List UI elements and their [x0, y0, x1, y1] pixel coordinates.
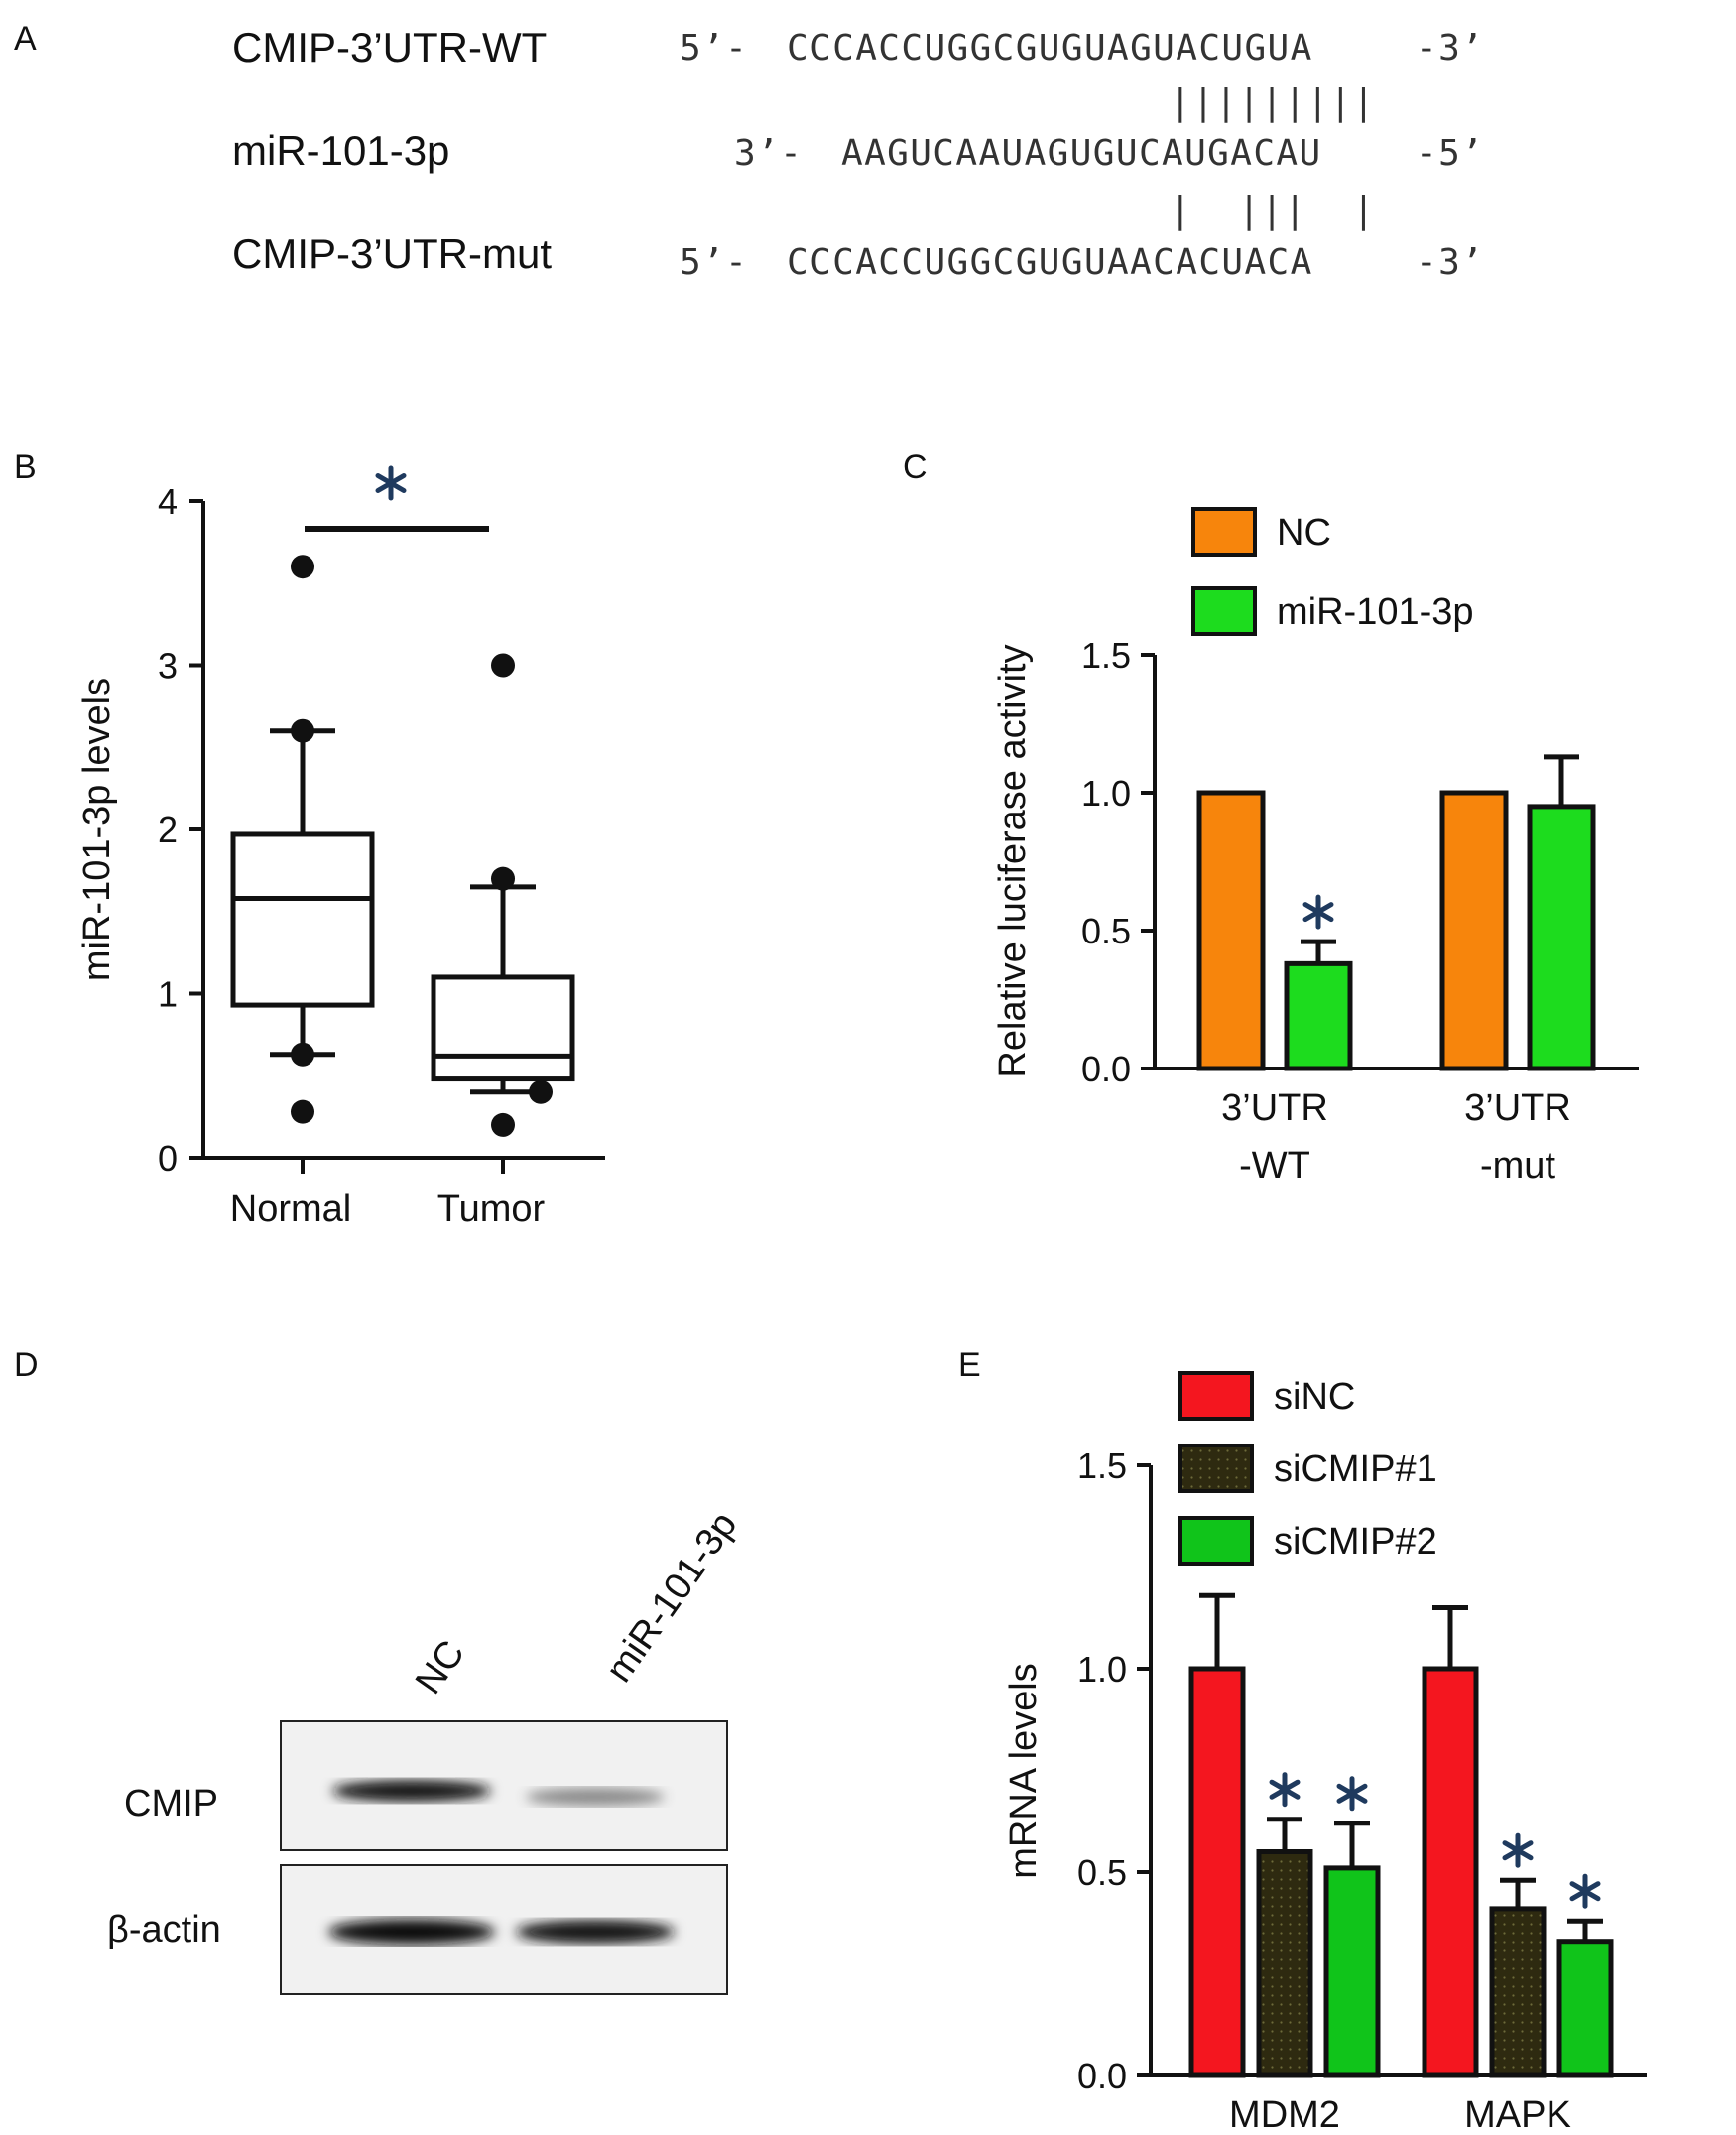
- significance-star-stroke: [1502, 1840, 1534, 1861]
- significance-star-stroke: [375, 473, 407, 493]
- seq-row-sequence-mut: CCCACCUGGCGUGUAACACUACA: [787, 242, 1313, 283]
- seq-row-prefix-mut: 5’-: [680, 242, 748, 283]
- y-tick-label: 1.0: [1077, 1649, 1127, 1690]
- bar-sicmip-2-1: [1556, 1939, 1614, 2078]
- x-tick-label: Normal: [230, 1189, 351, 1230]
- significance-star: [1502, 1832, 1534, 1868]
- legend-swatch: [1191, 586, 1257, 636]
- bar-sinc-1: [1422, 1666, 1479, 2078]
- bar-sicmip-1-1: [1489, 1906, 1547, 2078]
- western-blot: NC miR-101-3p CMIP β-actin: [107, 1504, 745, 1995]
- blot-band-actin-nc: [328, 1919, 495, 1945]
- y-tick-label: 1: [158, 974, 178, 1015]
- legend-swatch: [1191, 507, 1257, 557]
- outlier-point: [491, 653, 515, 678]
- y-tick-label: 3: [158, 646, 178, 687]
- seq-row-suffix-mir: -5’: [1416, 133, 1484, 174]
- outlier-point: [291, 718, 314, 743]
- panel-label-b: B: [14, 448, 37, 486]
- bar-mir-101-3p-1: [1527, 804, 1596, 1071]
- panel-label-d: D: [14, 1346, 39, 1384]
- significance-star: [1269, 1772, 1301, 1808]
- y-tick-label: 0.0: [1081, 1049, 1131, 1089]
- y-tick-label: 0.5: [1081, 911, 1131, 951]
- pairing-marks-top: |||||||||: [1170, 82, 1376, 123]
- legend-label: siNC: [1274, 1376, 1355, 1418]
- y-tick-label: 1.5: [1081, 635, 1131, 676]
- significance-star: [375, 465, 407, 501]
- x-tick-label: MDM2: [1229, 2094, 1340, 2135]
- bar-mir-101-3p-0: [1284, 960, 1353, 1071]
- seq-row-sequence-mir: AAGUCAAUAGUGUCAUGACAU: [841, 133, 1322, 174]
- legend-label: siCMIP#2: [1274, 1521, 1437, 1563]
- seq-row-label-mut: CMIP-3’UTR-mut: [232, 230, 552, 277]
- outlier-point: [291, 555, 314, 579]
- blot-band-cmip-nc: [332, 1780, 491, 1802]
- blot-row-label-cmip: CMIP: [124, 1783, 218, 1824]
- blot-band-actin-mir: [516, 1920, 675, 1944]
- bar-sicmip-1-0: [1256, 1849, 1313, 2078]
- seq-row-label-mir: miR-101-3p: [232, 127, 449, 174]
- bar-nc-0: [1196, 790, 1266, 1071]
- blot-row-label-actin: β-actin: [107, 1909, 221, 1950]
- significance-star: [1302, 894, 1334, 930]
- significance-star: [1569, 1873, 1601, 1909]
- legend-label: NC: [1277, 512, 1331, 554]
- bar-sicmip-2-0: [1323, 1865, 1381, 2078]
- pairing-marks-bottom: | ||| |: [1170, 190, 1376, 231]
- y-tick-label: 2: [158, 810, 178, 850]
- x-tick-label: 3’UTR -WT: [1221, 1087, 1328, 1187]
- seq-row-suffix-wt: -3’: [1416, 28, 1484, 68]
- legend-label: siCMIP#1: [1274, 1448, 1437, 1490]
- legend-swatch: [1178, 1371, 1254, 1421]
- y-axis-label: mRNA levels: [1003, 1663, 1045, 1879]
- x-tick-label: Tumor: [437, 1189, 546, 1230]
- y-tick-label: 1.0: [1081, 773, 1131, 814]
- x-tick-label: MAPK: [1464, 2094, 1571, 2135]
- y-tick-label: 0.5: [1077, 1852, 1127, 1893]
- significance-star-stroke: [1336, 1783, 1368, 1804]
- outlier-point: [491, 1112, 515, 1137]
- luciferase-bar-chart: 0.0 0.5 1.0 1.5 Relative luciferase activity…: [992, 507, 1639, 1187]
- seq-row-sequence-wt: CCCACCUGGCGUGUAGUACUGUA: [787, 28, 1313, 68]
- legend-label: miR-101-3p: [1277, 591, 1474, 633]
- mrna-bar-chart: 0.0 0.5 1.0 1.5 mRNA levels MDM2 MAPK siNC siCMI…: [1003, 1371, 1647, 2135]
- significance-star-stroke: [1569, 1881, 1601, 1902]
- seq-row-prefix-mir: 3’-: [734, 133, 803, 174]
- y-tick-label: 1.5: [1077, 1445, 1127, 1486]
- panel-label-c: C: [903, 448, 928, 486]
- box-tumor: [431, 884, 575, 1095]
- y-tick-label: 0.0: [1077, 2056, 1127, 2096]
- lane-label-nc: NC: [408, 1633, 473, 1701]
- sequence-alignment: CMIP-3’UTR-WT 5’- CCCACCUGGCGUGUAGUACUGU…: [232, 24, 1484, 283]
- seq-row-prefix-wt: 5’-: [680, 28, 748, 68]
- significance-star-stroke: [1269, 1779, 1301, 1800]
- significance-star: [1336, 1776, 1368, 1812]
- bar-nc-1: [1439, 790, 1509, 1071]
- bar-sinc-0: [1188, 1666, 1246, 2078]
- outlier-point: [491, 866, 515, 891]
- box-iqr: [230, 831, 375, 1008]
- y-axis-label: miR-101-3p levels: [76, 678, 118, 981]
- lane-label-mir: miR-101-3p: [598, 1504, 745, 1690]
- legend-swatch: [1178, 1516, 1254, 1566]
- significance-star-stroke: [1302, 902, 1334, 923]
- seq-row-label-wt: CMIP-3’UTR-WT: [232, 24, 547, 70]
- blot-band-cmip-mir: [526, 1788, 665, 1806]
- box-normal: [230, 728, 375, 1058]
- outlier-point: [291, 1099, 314, 1124]
- y-tick-label: 0: [158, 1138, 178, 1179]
- panel-label-e: E: [958, 1346, 981, 1384]
- y-tick-label: 4: [158, 481, 178, 522]
- outlier-point: [291, 1042, 314, 1067]
- x-tick-label: 3’UTR -mut: [1464, 1087, 1571, 1187]
- box-iqr: [431, 974, 575, 1082]
- y-axis-label: Relative luciferase activity: [992, 644, 1034, 1077]
- legend-swatch: [1178, 1444, 1254, 1493]
- box-plot-chart: 0 1 2 3 4 miR-101-3p levels Normal Tumor: [76, 465, 605, 1230]
- outlier-point: [529, 1079, 553, 1104]
- panel-label-a: A: [14, 20, 37, 58]
- seq-row-suffix-mut: -3’: [1416, 242, 1484, 283]
